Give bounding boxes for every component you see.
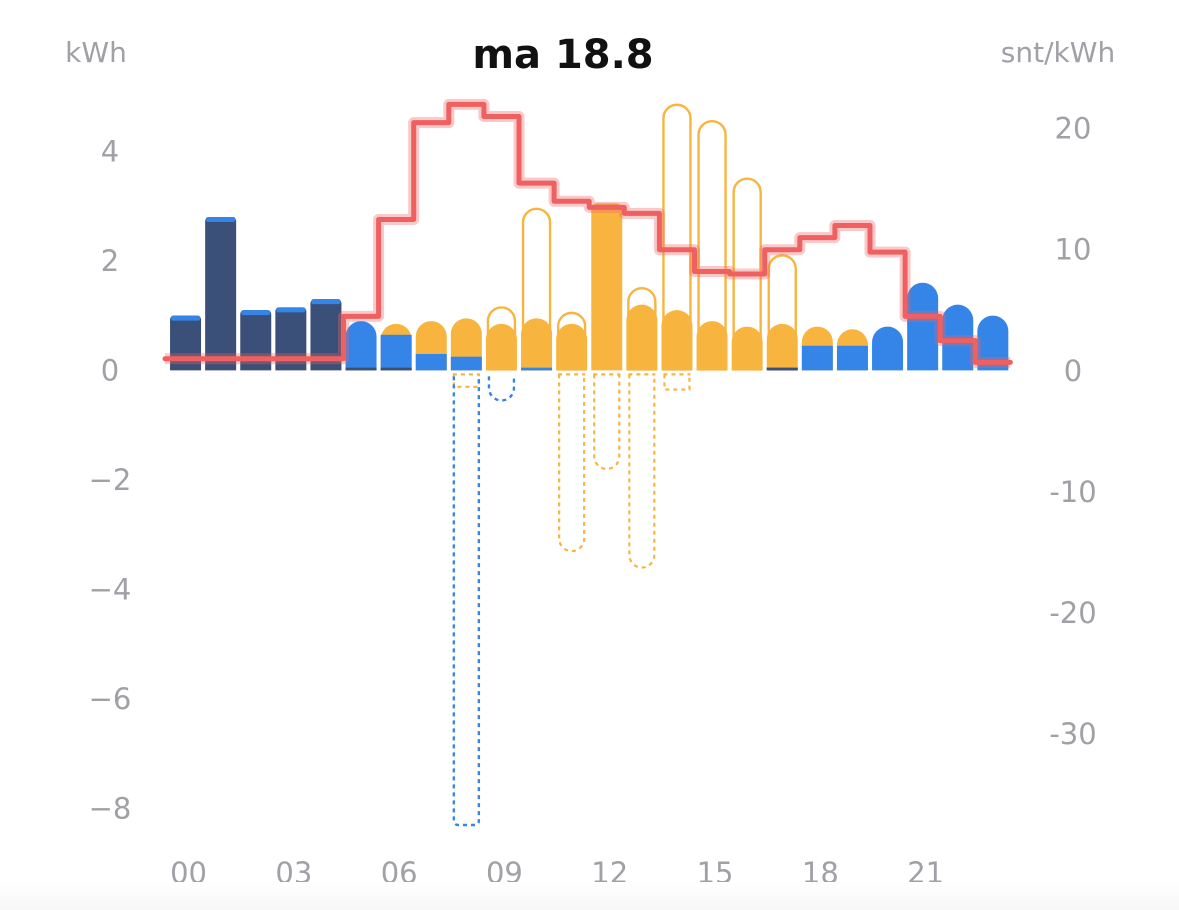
- battery-segment: [521, 367, 553, 371]
- y-tick-label: −8: [89, 792, 132, 826]
- solar-potential-bar: [627, 287, 657, 371]
- solar-export-bar: [628, 374, 656, 569]
- bar-top: [275, 307, 307, 371]
- grid-bar-cap: [241, 310, 271, 316]
- solar-potential-bar: [556, 311, 587, 371]
- y-tick-label: −2: [89, 463, 132, 497]
- bars: [170, 103, 1009, 371]
- chart-title: ma 18.8: [472, 32, 653, 78]
- battery-export-bar: [452, 376, 481, 827]
- solar-export-bar: [558, 374, 586, 553]
- right-axis: 20 10 0 -10 -20 -30: [1049, 112, 1096, 752]
- price-line: [162, 101, 1013, 365]
- battery-segment: [801, 345, 833, 371]
- bar-top: [205, 217, 237, 371]
- solar-potential-bar: [697, 119, 727, 371]
- grid-bar-cap: [206, 217, 236, 223]
- solar-potential-bar: [521, 207, 552, 371]
- y2-tick-label: -10: [1049, 475, 1096, 509]
- grid-segment: [766, 367, 798, 371]
- y-tick-label: 2: [101, 244, 119, 278]
- solar-potential-bar: [767, 254, 797, 371]
- bar-top: [731, 326, 763, 371]
- bar-top: [485, 323, 517, 371]
- solar-potential-bar: [732, 177, 762, 371]
- y-tick-label: 0: [101, 353, 119, 387]
- grid-segment: [380, 367, 412, 371]
- left-axis: 4 2 0 −2 −4 −6 −8: [89, 134, 132, 825]
- bar-top: [240, 310, 272, 371]
- bar-top: [591, 203, 623, 371]
- solar-export-bar: [452, 374, 480, 388]
- y-tick-label: −6: [89, 682, 132, 716]
- battery-segment: [380, 334, 412, 371]
- bar-top: [977, 315, 1009, 371]
- solar-potential-bar: [486, 306, 517, 371]
- right-axis-unit: snt/kWh: [1001, 36, 1115, 69]
- bar-top: [521, 318, 553, 371]
- bar-top: [661, 310, 693, 371]
- battery-segment: [415, 353, 447, 371]
- bar-top: [626, 304, 658, 371]
- left-axis-unit: kWh: [65, 36, 127, 69]
- battery-segment: [836, 345, 868, 371]
- grid-segment: [345, 367, 377, 371]
- solar-export-bar: [663, 374, 691, 391]
- battery-segment: [450, 356, 482, 371]
- y2-tick-label: 20: [1055, 112, 1092, 146]
- grid-bar-cap: [276, 307, 306, 313]
- grid-bar-cap: [311, 299, 341, 305]
- y2-tick-label: -30: [1049, 717, 1096, 751]
- bar-top: [872, 326, 904, 371]
- price-line-layer: [162, 98, 1013, 368]
- solar-potential-bar: [662, 103, 692, 371]
- solar-export-bar: [593, 374, 621, 471]
- y2-tick-label: -20: [1049, 596, 1096, 630]
- bar-top: [345, 321, 377, 371]
- bar-top: [942, 304, 974, 371]
- y-tick-label: 4: [101, 134, 119, 168]
- footer-band: [0, 882, 1179, 910]
- y2-tick-label: 10: [1055, 233, 1092, 267]
- y-tick-label: −4: [89, 572, 132, 606]
- y2-tick-label: 0: [1064, 354, 1082, 388]
- grid-bar-cap: [171, 315, 201, 321]
- bar-top: [310, 299, 342, 371]
- bar-top: [556, 323, 588, 371]
- bar-top: [907, 282, 939, 371]
- bar-top: [766, 323, 798, 371]
- negative-bars: [452, 373, 691, 827]
- bar-top: [696, 321, 728, 371]
- battery-export-bar: [487, 376, 516, 402]
